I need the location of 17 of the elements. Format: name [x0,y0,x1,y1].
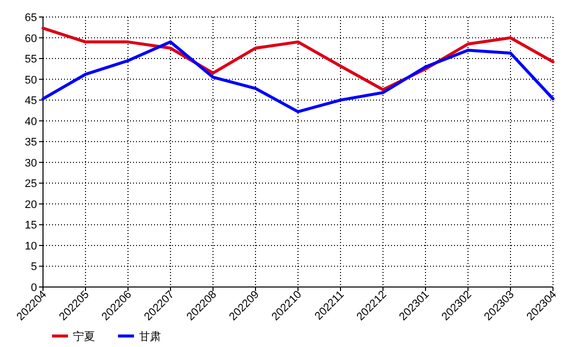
y-tick-label: 25 [24,178,37,190]
y-tick-label: 40 [24,116,37,128]
y-tick-label: 0 [30,282,37,294]
y-tick-label: 10 [24,240,37,252]
y-tick-label: 55 [24,54,37,66]
y-tick-label: 50 [24,74,37,86]
y-tick-label: 60 [24,32,37,45]
y-tick-label: 30 [24,157,37,170]
line-series [42,40,554,114]
y-tick-label: 35 [24,136,37,149]
y-tick-label: 5 [30,261,37,274]
y-tick-label: 65 [24,12,37,24]
y-tick-label: 20 [24,198,37,211]
y-tick-label: 45 [24,95,37,108]
legend-label: 甘肃 [139,330,161,343]
legend-label: 宁夏 [73,330,95,343]
y-tick-label: 15 [24,220,37,232]
